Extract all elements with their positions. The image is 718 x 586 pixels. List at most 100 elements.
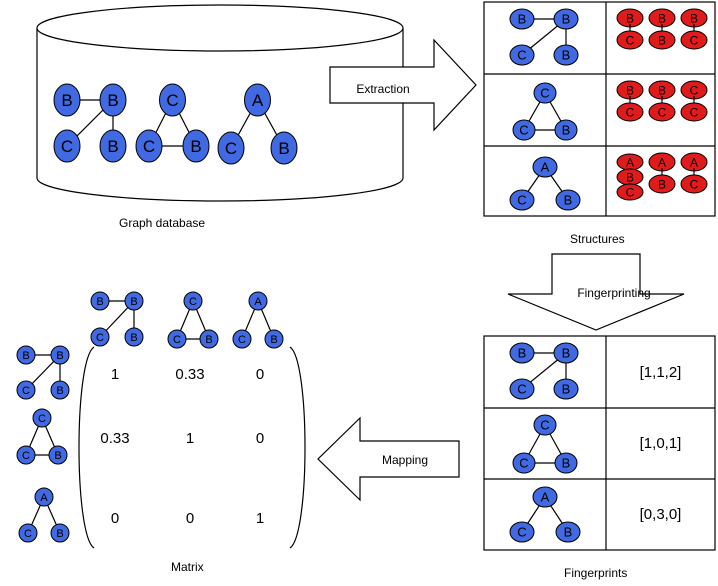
graph-node: C xyxy=(509,44,535,66)
svg-text:B: B xyxy=(205,334,212,346)
graph-node: B xyxy=(509,342,535,364)
svg-text:A: A xyxy=(690,155,698,169)
svg-text:B: B xyxy=(54,450,61,462)
svg-text:B: B xyxy=(626,11,634,25)
svg-text:B: B xyxy=(518,12,527,27)
matrix-cell: 0 xyxy=(255,430,265,447)
svg-text:B: B xyxy=(562,346,571,361)
graph-node: C xyxy=(509,378,535,400)
svg-text:A: A xyxy=(658,155,666,169)
graph-node: B xyxy=(509,8,535,30)
structures-table xyxy=(483,1,716,217)
graph-3: A C B xyxy=(509,156,581,211)
svg-text:B: B xyxy=(107,137,118,156)
svg-text:C: C xyxy=(173,334,181,346)
graph-node: C xyxy=(680,30,708,50)
svg-text:C: C xyxy=(166,91,178,110)
graph-2: C C B xyxy=(512,82,578,141)
graph-node: C xyxy=(18,523,38,543)
matrix-header-graphs: B B C B C C B A C B B B C B C C B A C B xyxy=(16,291,284,543)
graph-node: B xyxy=(555,189,581,211)
graph-node: B xyxy=(616,80,644,100)
matrix-cell: 1 xyxy=(110,366,120,383)
graph-node: B xyxy=(553,44,579,66)
svg-text:C: C xyxy=(517,48,526,63)
graph-node: B xyxy=(554,452,578,474)
svg-text:B: B xyxy=(56,350,63,362)
svg-text:C: C xyxy=(690,105,699,119)
svg-text:C: C xyxy=(690,83,699,97)
svg-text:C: C xyxy=(626,185,635,199)
graph-node: C xyxy=(217,131,245,165)
graph-node: B xyxy=(616,168,644,186)
fingerprints-table xyxy=(483,335,716,551)
graph-node: A xyxy=(532,486,558,508)
extraction-label: Extraction xyxy=(356,82,409,96)
svg-text:C: C xyxy=(626,105,635,119)
svg-text:C: C xyxy=(22,385,30,397)
graph-3: A C B xyxy=(232,291,284,349)
svg-text:C: C xyxy=(517,525,526,540)
graph-node: B xyxy=(48,445,68,465)
mapping-arrow xyxy=(317,416,460,502)
svg-text:C: C xyxy=(143,137,155,156)
matrix-cell: 0.33 xyxy=(100,430,130,447)
matrix-brackets xyxy=(78,346,306,549)
svg-text:B: B xyxy=(518,346,527,361)
graph-node: C xyxy=(533,82,557,104)
graph-node: B xyxy=(554,119,578,141)
matrix-cell: 0 xyxy=(110,510,120,527)
graph-node: C xyxy=(680,174,708,194)
graph-node: C xyxy=(512,452,536,474)
extraction-arrow xyxy=(329,38,477,132)
svg-text:A: A xyxy=(626,155,634,169)
graph-1: B B C B xyxy=(509,8,579,66)
graph-node: C xyxy=(509,189,535,211)
fingerprinting-arrow xyxy=(507,253,685,331)
graph-node: A xyxy=(244,83,271,117)
graph-node: B xyxy=(553,378,579,400)
svg-text:B: B xyxy=(658,83,666,97)
graph-node: B xyxy=(182,129,210,163)
graph-database-cylinder xyxy=(36,4,404,202)
graph-node: C xyxy=(512,119,536,141)
graph-node: B xyxy=(99,129,127,163)
svg-text:B: B xyxy=(278,139,289,158)
svg-text:B: B xyxy=(658,177,666,191)
graph-node: C xyxy=(509,521,535,543)
svg-text:B: B xyxy=(56,385,63,397)
svg-text:B: B xyxy=(562,456,571,471)
graph-2: C C B xyxy=(135,83,210,163)
svg-text:B: B xyxy=(56,528,63,540)
database-graphs: B B C B C C B A C B xyxy=(53,83,298,165)
graph-1: B B C B xyxy=(16,345,70,400)
svg-text:C: C xyxy=(517,382,526,397)
svg-text:B: B xyxy=(690,11,698,25)
svg-text:C: C xyxy=(189,296,197,308)
graph-node: B xyxy=(99,83,127,117)
graph-node: C xyxy=(16,445,36,465)
svg-text:C: C xyxy=(626,33,635,47)
svg-text:B: B xyxy=(107,91,118,110)
svg-text:B: B xyxy=(626,83,634,97)
svg-text:B: B xyxy=(626,170,634,184)
svg-text:B: B xyxy=(562,12,571,27)
svg-text:B: B xyxy=(562,48,571,63)
svg-text:A: A xyxy=(252,91,264,110)
graph-node: A xyxy=(34,487,54,507)
graph-node: B xyxy=(50,523,70,543)
graph-1: B B C B xyxy=(509,342,579,400)
graph-node: C xyxy=(167,329,187,349)
graph-node: C xyxy=(53,129,81,163)
svg-text:C: C xyxy=(238,334,246,346)
graph-2: C C B xyxy=(512,414,578,474)
graph-node: A xyxy=(248,291,268,311)
graph-node: C xyxy=(648,102,676,122)
graph-3: A C B xyxy=(18,487,70,543)
svg-text:B: B xyxy=(130,296,137,308)
structures-graphs: B B C B C C B A C B xyxy=(509,8,581,211)
svg-text:A: A xyxy=(541,490,550,505)
graph-node: B xyxy=(648,30,676,50)
